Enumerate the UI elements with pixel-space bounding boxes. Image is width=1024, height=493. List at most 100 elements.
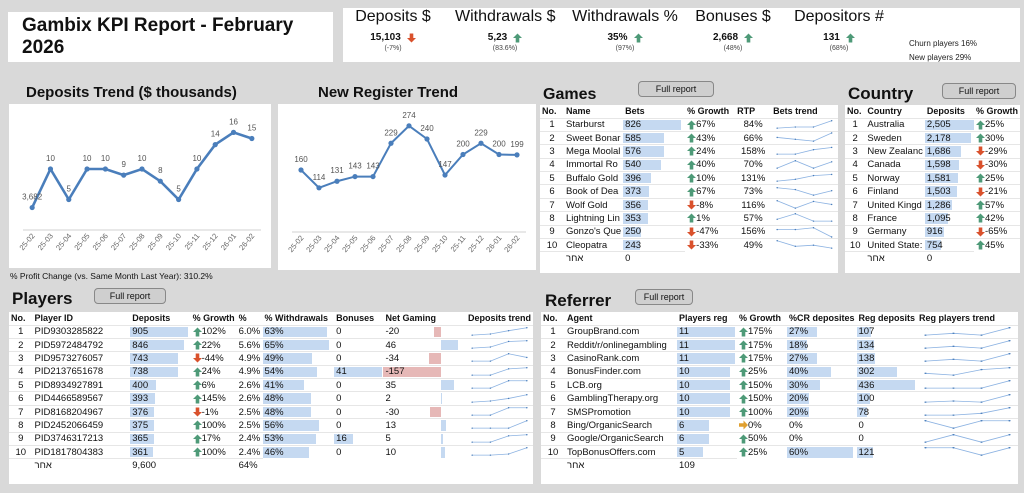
players-reg-text: 10 [679, 379, 690, 391]
player-row[interactable]: 4 PID2137651678 738 24% 4.9% 54% 41 -157 [9, 364, 533, 379]
player-row[interactable]: 10 PID1817804383 361 100% 2.4% 46% 0 10 [9, 445, 533, 459]
referrer-full-report-button[interactable]: Full report [635, 289, 693, 305]
country-row[interactable]: 8 France 1,095 42% [845, 211, 1020, 226]
player-row[interactable]: 6 PID4466589567 393 145% 2.6% 48% 0 2 [9, 391, 533, 406]
game-row[interactable]: 1 Starburst 826 67% 84% [540, 117, 838, 132]
country-row[interactable]: 6 Finland 1,503 -21% [845, 184, 1020, 199]
referrer-row[interactable]: 2 Reddit/r/onlinegambling 11 175% 18% 134 [541, 337, 1018, 352]
player-row[interactable]: 9 PID3746317213 365 17% 2.4% 53% 16 5 [9, 431, 533, 446]
deposits: 916 [924, 224, 974, 239]
withdrawals-pct-text: 56% [264, 419, 284, 431]
deposits-trend [465, 404, 533, 419]
column-header[interactable]: Reg deposits [858, 313, 916, 324]
column-header[interactable]: % Growth [739, 313, 781, 324]
kpi-value-row: 15,103 [343, 32, 443, 43]
players-full-report-button[interactable]: Full report [94, 288, 166, 304]
referrer-row[interactable]: 8 Bing/OrganicSearch 6 0% 0% 0 [541, 418, 1018, 433]
game-row[interactable]: 3 Mega Moolal 576 24% 158% [540, 144, 838, 159]
column-header[interactable]: RTP [737, 106, 756, 117]
games-full-report-button[interactable]: Full report [638, 81, 714, 97]
bonuses: 0 [334, 351, 384, 366]
referrer-row[interactable]: 9 Google/OrganicSearch 6 50% 0% 0 [541, 431, 1018, 446]
rank-text: 2 [18, 339, 24, 351]
column-header[interactable]: Player ID [34, 313, 74, 324]
bets: 585 [623, 130, 686, 145]
rtp-text: 158% [741, 145, 766, 157]
deposits: 365 [130, 431, 191, 446]
column-header[interactable]: % Withdrawals [264, 313, 328, 324]
player-id-text: PID9573276057 [34, 352, 104, 364]
growth-cell: -30% [974, 157, 1020, 172]
game-row[interactable]: 2 Sweet Bonar 585 43% 66% [540, 130, 838, 145]
country-row[interactable]: 1 Australia 2,505 25% [845, 117, 1020, 132]
column-header[interactable]: % Growth [192, 313, 235, 324]
referrer-row[interactable]: 3 CasinoRank.com 11 175% 27% 138 [541, 351, 1018, 366]
column-header[interactable]: No. [11, 313, 26, 324]
column-header[interactable]: Deposits [132, 313, 171, 324]
data-label: 9 [121, 160, 126, 169]
column-header[interactable]: Deposits trend [467, 313, 531, 324]
growth-value: 100% [748, 406, 773, 418]
column-header[interactable]: Name [566, 106, 591, 117]
player-row[interactable]: 7 PID8168204967 376 -1% 2.5% 48% 0 -30 [9, 404, 533, 419]
growth-cell: 57% [974, 197, 1020, 212]
referrer-row[interactable]: 1 GroupBrand.com 11 175% 27% 107 [541, 324, 1018, 339]
country-row[interactable]: 9 Germany 916 -65% [845, 224, 1020, 239]
game-row[interactable]: 7 Wolf Gold 356 -8% 116% [540, 197, 838, 212]
column-header[interactable]: Country [867, 106, 902, 117]
referrer-table-panel: No. Agent Players reg % Growth %CR deposites… [541, 312, 1018, 484]
country-row[interactable]: 2 Sweden 2,178 30% [845, 130, 1020, 145]
referrer-row[interactable]: 5 LCB.org 10 150% 30% 436 [541, 378, 1018, 392]
referrer-row[interactable]: 7 SMSPromotion 10 100% 20% 78 [541, 404, 1018, 419]
game-row[interactable]: 10 Cleopatra 243 -33% 49% [540, 238, 838, 252]
player-row[interactable]: 8 PID2452066459 375 100% 2.5% 56% 0 13 [9, 418, 533, 433]
country-row[interactable]: 5 Norway 1,581 25% [845, 171, 1020, 185]
player-row[interactable]: 2 PID5972484792 846 22% 5.6% 65% 0 46 [9, 337, 533, 352]
column-header[interactable]: Players reg [679, 313, 728, 324]
referrer-row[interactable]: 6 GamblingTherapy.org 10 150% 20% 100 [541, 391, 1018, 406]
data-label: 143 [366, 162, 380, 171]
column-header[interactable]: Bets trend [773, 106, 818, 117]
withdrawals-pct-bar [262, 433, 317, 445]
rank-text: 2 [550, 339, 556, 351]
referrer-row[interactable]: 4 BonusFinder.com 10 25% 40% 302 [541, 364, 1018, 379]
column-header[interactable]: No. [847, 106, 862, 117]
country-full-report-button[interactable]: Full report [942, 83, 1016, 99]
column-header[interactable]: Bets [625, 106, 645, 117]
column-header[interactable]: Bonuses [336, 313, 375, 324]
bets-trend [771, 184, 838, 199]
column-header[interactable]: % [238, 313, 247, 324]
column-header[interactable]: Net Gaming [385, 313, 436, 324]
referrer-row[interactable]: 10 TopBonusOffers.com 5 25% 60% 121 [541, 445, 1018, 459]
game-name: Cleopatra [564, 238, 624, 252]
column-header[interactable]: % Growth [687, 106, 730, 117]
country-row[interactable]: 7 United Kingd 1,286 57% [845, 197, 1020, 212]
game-row[interactable]: 4 Immortal Ro 540 40% 70% [540, 157, 838, 172]
game-row[interactable]: 8 Lightning Lin 353 1% 57% [540, 211, 838, 226]
column-header[interactable]: Agent [567, 313, 593, 324]
bets-trend [771, 211, 838, 226]
column-header[interactable]: %CR deposites [789, 313, 855, 324]
column-header[interactable]: Reg players trend [919, 313, 996, 324]
game-row[interactable]: 9 Gonzo's Que 250 -47% 156% [540, 224, 838, 239]
game-row[interactable]: 5 Buffalo Gold 396 10% 131% [540, 171, 838, 185]
column-header[interactable]: No. [543, 313, 558, 324]
net-gaming-bar [441, 447, 446, 458]
deposits: 1,581 [924, 171, 974, 185]
country-row[interactable]: 3 New Zealanc 1,686 -29% [845, 144, 1020, 159]
column-header[interactable]: No. [542, 106, 557, 117]
kpi-label: Withdrawals $ [455, 8, 556, 25]
player-row[interactable]: 3 PID9573276057 743 -44% 4.9% 49% 0 -34 [9, 351, 533, 366]
player-row[interactable]: 1 PID9303285822 905 102% 6.0% 63% 0 -20 [9, 324, 533, 339]
country-row[interactable]: 10 United State: 754 45% [845, 238, 1020, 252]
rtp-text: 73% [743, 186, 763, 198]
column-header[interactable]: Deposits [926, 106, 965, 117]
arrow-up-icon [739, 447, 748, 457]
game-row[interactable]: 6 Book of Dea 373 67% 73% [540, 184, 838, 199]
other-pct-text: 64% [238, 460, 258, 472]
column-header[interactable]: % Growth [976, 106, 1018, 117]
country-row[interactable]: 4 Canada 1,598 -30% [845, 157, 1020, 172]
country-name-text: France [867, 212, 897, 224]
bets-text: 540 [625, 159, 642, 171]
player-row[interactable]: 5 PID8934927891 400 6% 2.6% 41% 0 35 [9, 378, 533, 392]
